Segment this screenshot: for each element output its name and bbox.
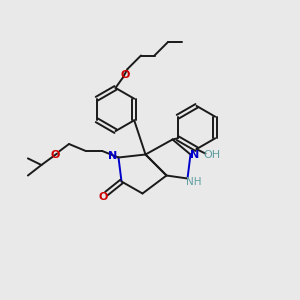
Text: OH: OH	[203, 150, 220, 160]
Text: N: N	[190, 149, 200, 160]
Text: O: O	[121, 70, 130, 80]
Text: NH: NH	[186, 177, 202, 187]
Text: O: O	[51, 150, 60, 160]
Text: O: O	[98, 192, 108, 202]
Text: N: N	[109, 151, 118, 161]
